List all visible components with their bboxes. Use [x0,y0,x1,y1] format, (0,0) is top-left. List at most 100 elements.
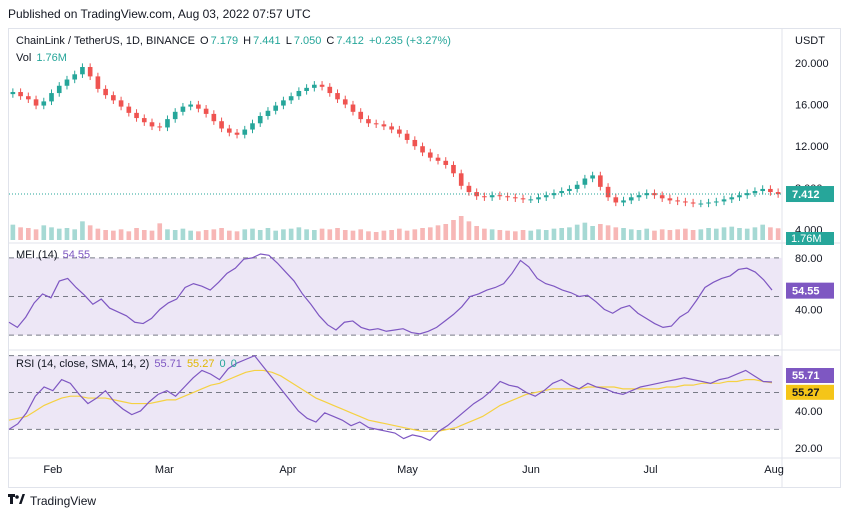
tradingview-logo-icon [8,493,26,508]
volume-bar [389,230,394,240]
candle-body [605,186,611,198]
volume-bar [458,216,464,240]
candle-body [397,129,402,134]
rsi-tick-label: 20.00 [795,443,823,455]
rsi-value: 55.71 [154,358,182,370]
volume-bar [451,220,456,240]
candle-body [373,123,379,125]
volume-bar [265,228,271,240]
volume-bar [713,228,719,240]
candle-body [698,203,704,205]
candle-body [420,146,425,153]
candle-body [226,128,232,133]
volume-bar [659,229,665,240]
candle-body [188,104,193,107]
mfi-value-badge [786,282,834,299]
rsi-value-badge-label: 55.71 [792,370,820,382]
footer: TradingView [8,493,96,508]
candle-body [768,188,773,193]
volume-bar [335,228,340,240]
candle-body [281,100,286,106]
candle-body [165,119,170,128]
volume-bar [288,228,294,240]
volume-bar [420,228,425,240]
candle-body [327,86,333,94]
volume-bar [559,228,565,240]
rsi-value-badge [786,368,834,384]
chart-frame[interactable] [8,28,841,488]
volume-bar [165,229,170,240]
volume-bar [590,226,595,240]
candle-body [412,139,418,147]
volume-bar [33,229,39,240]
close-value: 7.412 [336,35,364,47]
candle-body [551,193,557,196]
currency-label: USDT [795,35,825,47]
volume-bar [219,228,224,240]
volume-bar [636,230,642,240]
candle-body [567,188,572,192]
candle-body [458,173,464,186]
volume-bar [319,228,325,240]
symbol-legend: ChainLink / TetherUS, 1D, BINANCE O 7.179… [16,35,453,47]
volume-bar [628,229,634,240]
volume-bar [149,230,155,240]
volume-bar [667,230,673,240]
volume-badge [786,232,834,245]
candle-body [512,197,518,199]
candle-body [273,105,279,111]
candle-body [621,200,626,203]
candle-body [644,193,650,196]
rsi-sma-line [8,369,773,432]
candle-body [675,200,680,202]
volume-bar [605,225,611,240]
volume-badge-label: 1.76M [791,233,822,245]
volume-bar [10,224,16,240]
candle-body [72,74,78,80]
volume-bar [536,229,541,240]
candle-body [196,104,201,109]
volume-bar [172,230,178,240]
candle-body [737,195,742,198]
symbol-name: ChainLink / TetherUS, 1D, BINANCE [16,35,195,47]
volume-bar [582,222,588,240]
volume-bar [26,228,31,240]
candle-body [219,121,224,129]
volume-bar [80,221,85,240]
candle-body [482,196,487,198]
volume-bar [698,229,704,240]
volume-bar [273,230,279,240]
candle-body [288,96,294,101]
volume-bar [103,230,108,240]
candle-body [443,160,449,165]
volume-bar [118,229,124,240]
candle-body [559,191,565,194]
candle-body [489,195,495,198]
candle-body [80,67,85,75]
volume-bar [482,228,487,240]
candle-body [389,126,394,130]
volume-bar [281,229,286,240]
volume-bar [497,230,503,240]
candle-body [157,126,163,128]
volume-bar [111,230,116,240]
candle-body [180,106,186,112]
volume-bar [512,231,518,240]
candle-body [628,197,634,201]
volume-bar [242,229,248,240]
volume-bar [412,229,418,240]
volume-bar [211,229,217,240]
candle-body [103,88,108,96]
volume-value: 1.76M [36,52,67,64]
mfi-tick-label: 40.00 [795,304,823,316]
candle-body [312,84,317,88]
volume-bar [226,230,232,240]
rsi-sma-badge-label: 55.27 [792,387,820,399]
volume-bar [752,227,758,240]
volume-bar [381,230,387,240]
x-tick-label: Mar [155,464,174,476]
volume-bar [404,230,410,240]
candle-body [319,84,325,87]
volume-bar [768,227,773,240]
